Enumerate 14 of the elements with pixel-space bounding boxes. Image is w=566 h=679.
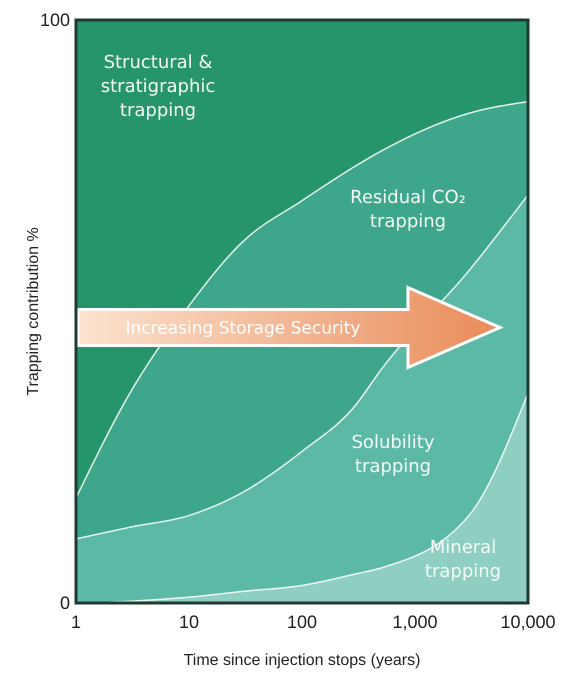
x-tick-label: 1,000 — [392, 612, 438, 632]
series-label: Residual CO₂ trapping — [350, 187, 466, 232]
y-tick-label: 0 — [60, 593, 70, 613]
x-tick-label: 10 — [178, 612, 200, 632]
x-axis-title: Time since injection stops (years) — [184, 652, 420, 669]
arrow-shape: Increasing Storage Security — [76, 285, 504, 370]
series-label: Structural & stratigraphic trapping — [100, 52, 216, 121]
series-label: Mineral trapping — [424, 537, 502, 582]
y-axis-title: Trapping contribution % — [25, 227, 42, 396]
x-tick-label: 1 — [70, 612, 82, 632]
x-tick-label: 100 — [286, 612, 318, 632]
x-tick-label: 10,000 — [500, 612, 556, 632]
series-label: Solubility trapping — [352, 432, 435, 477]
annotation: Increasing Storage Security — [126, 318, 360, 338]
